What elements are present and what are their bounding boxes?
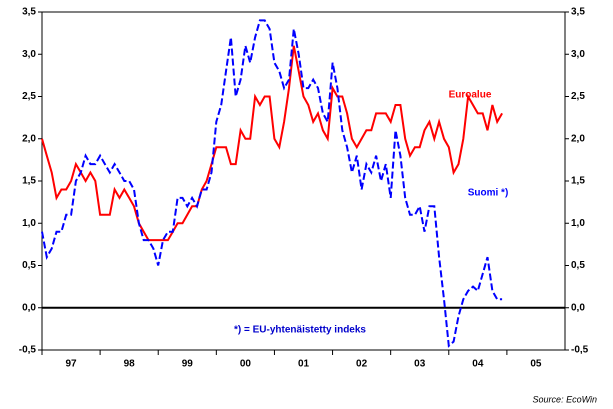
y-tick-label: 1,0: [22, 218, 36, 229]
source: Source: EcoWin: [533, 394, 597, 404]
y2-tick-label: 3,5: [571, 7, 585, 18]
y-tick-label: 1,5: [22, 176, 36, 187]
y-tick-label: 2,5: [22, 91, 36, 102]
footnote: *) = EU-yhtenäistetty indeks: [234, 325, 366, 336]
y-tick-label: 2,0: [22, 133, 36, 144]
plot-frame: [41, 11, 566, 351]
y2-tick-label: 1,0: [571, 218, 585, 229]
x-tick-label: 01: [298, 359, 310, 370]
y-tick-label: 3,5: [22, 7, 36, 18]
y-tick-label: 0,0: [22, 302, 36, 313]
x-tick-label: 03: [414, 359, 426, 370]
x-tick-label: 04: [472, 359, 484, 370]
x-tick-label: 99: [182, 359, 194, 370]
series-line: [41, 45, 503, 242]
y-tick-label: 3,0: [22, 49, 36, 60]
y-tick-label: -0,5: [19, 345, 37, 356]
x-tick-label: 98: [124, 359, 136, 370]
y2-tick-label: -0,5: [571, 345, 589, 356]
y2-tick-label: 2,0: [571, 133, 585, 144]
y-tick-label: 0,5: [22, 260, 36, 271]
x-tick-label: 00: [240, 359, 252, 370]
legend-label: Suomi *): [468, 188, 509, 199]
legend-label: Euroalue: [449, 90, 492, 101]
y2-tick-label: 0,5: [571, 260, 585, 271]
y2-tick-label: 1,5: [571, 176, 585, 187]
x-tick-label: 05: [530, 359, 542, 370]
y2-tick-label: 2,5: [571, 91, 585, 102]
y2-tick-label: 0,0: [571, 302, 585, 313]
y2-tick-label: 3,0: [571, 49, 585, 60]
x-tick-label: 02: [356, 359, 368, 370]
x-tick-label: 97: [65, 359, 77, 370]
series-line: [41, 19, 503, 348]
